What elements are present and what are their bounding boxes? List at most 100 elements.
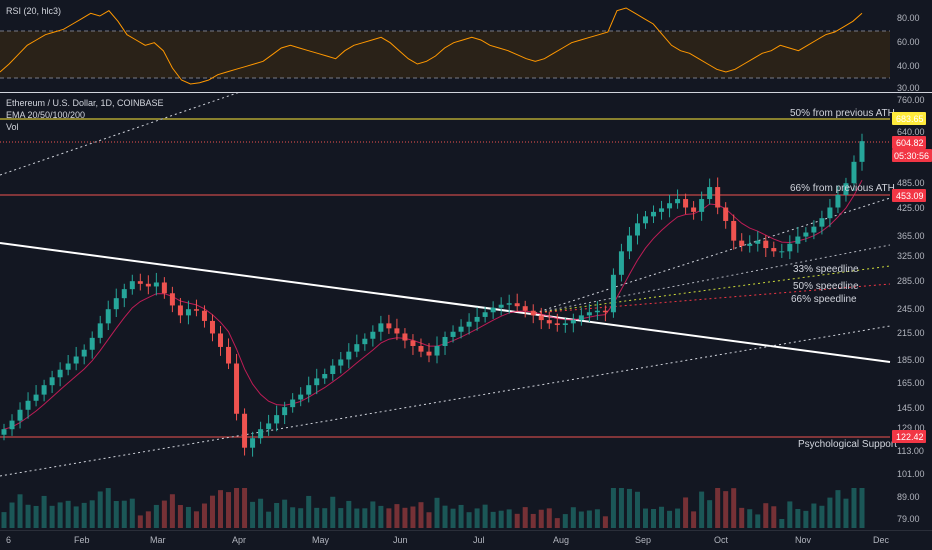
ascending-support-trendline[interactable] <box>0 325 891 477</box>
volume-bar <box>177 505 183 528</box>
volume-bar <box>65 500 71 528</box>
candle <box>787 243 793 252</box>
date-tick: Apr <box>232 535 246 545</box>
candle <box>258 429 264 439</box>
volume-bar <box>81 502 87 528</box>
candle <box>201 310 207 321</box>
candle <box>226 346 232 364</box>
volume-bar <box>522 507 528 528</box>
volume-bar <box>458 504 464 528</box>
candle <box>594 310 600 313</box>
candle <box>410 340 416 347</box>
time-axis[interactable]: 6 Feb Mar Apr May Jun Jul Aug Sep Oct No… <box>6 535 890 545</box>
candle <box>755 240 761 244</box>
candle <box>827 207 833 219</box>
candle <box>691 207 697 212</box>
price-tick: 425.00 <box>897 203 925 213</box>
candle <box>1 429 7 435</box>
price-axis[interactable]: 760.00 640.00 485.00 425.00 365.00 325.0… <box>897 95 925 524</box>
volume-bar <box>9 502 15 528</box>
price-tag-bg-ath-50 <box>892 112 926 125</box>
candle <box>667 203 673 209</box>
price-tag-support: 122.42 <box>896 432 924 442</box>
countdown-tag-bg <box>892 149 932 162</box>
volume-bar <box>811 503 817 528</box>
date-tick: Feb <box>74 535 90 545</box>
candle <box>145 283 151 287</box>
volume-bar <box>747 509 753 528</box>
rsi-tick: 40.00 <box>897 61 920 71</box>
price-tick: 129.00 <box>897 423 925 433</box>
candle <box>747 243 753 246</box>
candle <box>234 363 240 414</box>
candle <box>362 338 368 345</box>
annotation-speedline-66[interactable]: 66% speedline <box>791 294 857 305</box>
candle <box>161 282 167 294</box>
candle <box>578 315 584 321</box>
descending-trendline[interactable] <box>0 242 891 363</box>
volume-bar <box>105 488 111 528</box>
volume-bar <box>330 496 336 528</box>
annotation-speedline-33[interactable]: 33% speedline <box>793 264 859 275</box>
rsi-label: RSI (20, hlc3) <box>6 6 61 16</box>
price-tick: 145.00 <box>897 403 925 413</box>
volume-bar <box>89 500 95 528</box>
volume-bar <box>442 505 448 528</box>
volume-bar <box>218 490 224 528</box>
upper-channel-trendline[interactable] <box>0 91 241 176</box>
candle <box>250 438 256 448</box>
candle <box>346 351 352 360</box>
volume-bar <box>145 511 151 528</box>
volume-bar <box>715 488 721 528</box>
candle <box>779 251 785 253</box>
candle <box>338 359 344 366</box>
candle <box>618 251 624 275</box>
price-tick: 245.00 <box>897 304 925 314</box>
volume-bar <box>394 504 400 528</box>
price-tick: 285.00 <box>897 276 925 286</box>
volume-bar <box>594 509 600 528</box>
candle <box>418 346 424 352</box>
volume-bar <box>354 508 360 528</box>
volume-bar <box>707 500 713 528</box>
annotation-psych-support[interactable]: Psychological Support <box>798 439 897 450</box>
candle <box>458 326 464 332</box>
volume-bar <box>634 491 640 528</box>
annotation-ath-50[interactable]: 50% from previous ATH <box>790 108 895 119</box>
candle <box>274 415 280 424</box>
candle <box>675 199 681 204</box>
volume-bar <box>113 501 119 528</box>
volume-bar <box>129 498 135 528</box>
volume-bar <box>234 488 240 528</box>
speedline-66[interactable] <box>534 283 891 314</box>
volume-bar <box>514 513 520 528</box>
candle <box>394 328 400 334</box>
volume-bar <box>306 495 312 528</box>
volume-bar <box>121 500 127 528</box>
speedline-33[interactable] <box>534 244 891 314</box>
candle <box>610 274 616 313</box>
volume-bar <box>498 510 504 528</box>
date-tick: Sep <box>635 535 651 545</box>
annotation-ath-66[interactable]: 66% from previous ATH <box>790 183 895 194</box>
candle <box>651 211 657 217</box>
date-tick: Jul <box>473 535 485 545</box>
candle <box>153 282 159 287</box>
candle <box>105 309 111 324</box>
candle <box>185 309 191 316</box>
price-tick: 101.00 <box>897 469 925 479</box>
candle <box>546 320 552 324</box>
volume-bar <box>226 492 232 528</box>
rsi-line <box>0 7 863 85</box>
candle <box>378 323 384 332</box>
candle <box>450 331 456 337</box>
symbol-legend: Ethereum / U.S. Dollar, 1D, COINBASE <box>6 98 164 108</box>
volume-bar <box>282 499 288 528</box>
volume-bar <box>258 498 264 528</box>
candle <box>73 356 79 364</box>
volume-bar <box>739 507 745 528</box>
annotation-speedline-50[interactable]: 50% speedline <box>793 281 859 292</box>
price-tick: 640.00 <box>897 127 925 137</box>
candle <box>266 423 272 430</box>
